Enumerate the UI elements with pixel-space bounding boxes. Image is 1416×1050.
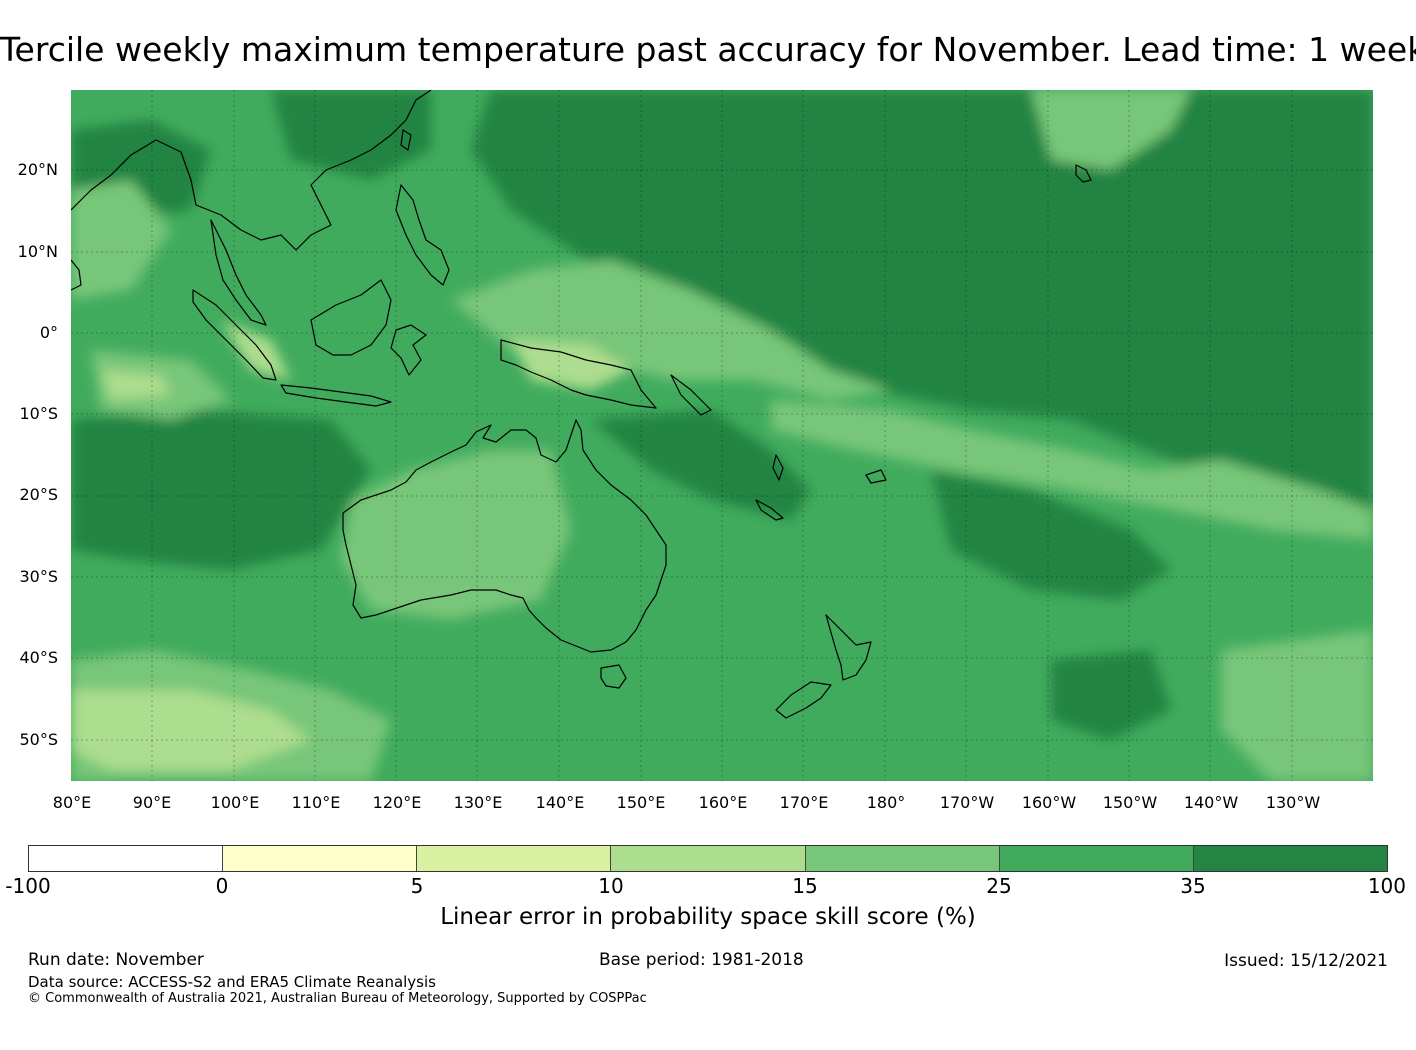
lon-tick-label: 150°E xyxy=(616,793,666,812)
colorbar-tick-label: 15 xyxy=(792,874,818,898)
low-skill-spot-indian xyxy=(101,370,171,400)
colorbar-tick-label: 10 xyxy=(598,874,624,898)
lat-tick-label: 0° xyxy=(39,323,58,342)
coastline-sumatra xyxy=(192,289,277,381)
colorbar-swatch xyxy=(29,846,224,871)
skill-field xyxy=(71,90,1373,781)
colorbar-swatch xyxy=(999,846,1194,871)
coastline-philippines xyxy=(395,184,450,286)
coastline-nz-south xyxy=(775,681,832,719)
coastline-vanuatu xyxy=(772,454,784,481)
lat-tick-label: 20°S xyxy=(19,485,58,504)
colorbar-tick-label: 0 xyxy=(215,874,229,898)
colorbar-tick-label: -100 xyxy=(5,874,51,898)
coastline-solomons xyxy=(670,374,712,416)
colorbar-tick-label: 100 xyxy=(1367,874,1406,898)
coastlines xyxy=(71,90,1092,719)
coastline-new-guinea xyxy=(500,339,657,409)
lat-tick-label: 30°S xyxy=(19,567,58,586)
high-skill-region-arabian xyxy=(271,90,431,180)
lon-tick-label: 100°E xyxy=(210,793,260,812)
graticule xyxy=(71,90,1373,781)
lon-tick-label: 130°E xyxy=(453,793,503,812)
lon-tick-label: 130°W xyxy=(1265,793,1321,812)
lon-tick-label: 150°W xyxy=(1102,793,1158,812)
high-skill-region-tasman xyxy=(931,470,1171,600)
coastline-australia xyxy=(342,419,667,653)
coastline-hawaii xyxy=(1075,164,1092,183)
high-skill-region-south-pacific xyxy=(1051,650,1171,740)
copyright-notice: © Commonwealth of Australia 2021, Austra… xyxy=(28,991,647,1006)
coastline-fiji xyxy=(865,469,887,484)
colorbar-tick-label: 35 xyxy=(1180,874,1206,898)
coastline-new-caledonia xyxy=(755,499,784,521)
lon-tick-label: 140°E xyxy=(535,793,585,812)
lon-tick-label: 140°W xyxy=(1183,793,1239,812)
lat-tick-label: 10°N xyxy=(17,242,58,261)
colorbar-swatch xyxy=(805,846,1000,871)
moderate-skill-band-equatorial xyxy=(451,260,891,400)
lon-tick-label: 180° xyxy=(866,793,906,812)
low-skill-spot-southwest xyxy=(71,690,311,770)
colorbar-swatch xyxy=(1193,846,1387,871)
data-source: Data source: ACCESS-S2 and ERA5 Climate … xyxy=(28,973,436,991)
lon-tick-label: 80°E xyxy=(52,793,92,812)
run-date: Run date: November xyxy=(28,950,204,970)
high-skill-region-central-pacific xyxy=(471,90,1373,520)
lat-tick-label: 10°S xyxy=(19,404,58,423)
lat-tick-label: 50°S xyxy=(19,730,58,749)
low-skill-spot-png xyxy=(511,340,631,390)
moderate-skill-region-indian-north xyxy=(71,180,171,300)
moderate-skill-region-sea-north xyxy=(1031,90,1191,170)
colorbar-tick-label: 5 xyxy=(410,874,424,898)
lat-tick-label: 40°S xyxy=(19,648,58,667)
lon-tick-label: 120°E xyxy=(372,793,422,812)
coastline-malay-peninsula xyxy=(210,219,267,326)
high-skill-region-indian-ocean-south xyxy=(71,410,371,570)
lon-tick-label: 160°E xyxy=(698,793,748,812)
colorbar-swatch xyxy=(417,846,612,871)
coastline-taiwan xyxy=(400,129,412,151)
high-skill-region-coral-sea xyxy=(591,410,811,520)
colorbar-tick-label: 25 xyxy=(986,874,1012,898)
lat-tick-label: 20°N xyxy=(17,160,58,179)
low-skill-spot-sumatra xyxy=(221,320,291,380)
coastline-se-asia xyxy=(71,90,432,251)
map-title: Tercile weekly maximum temperature past … xyxy=(0,30,1416,69)
coastline-tasmania xyxy=(600,664,627,689)
skill-map[interactable] xyxy=(71,90,1373,781)
lon-tick-label: 160°W xyxy=(1021,793,1077,812)
lon-tick-label: 90°E xyxy=(132,793,172,812)
coastline-sulawesi xyxy=(390,324,427,376)
colorbar xyxy=(28,845,1388,872)
colorbar-title: Linear error in probability space skill … xyxy=(440,904,976,930)
colorbar-swatch xyxy=(611,846,806,871)
lon-tick-label: 110°E xyxy=(291,793,341,812)
coastline-nz-north xyxy=(825,614,872,681)
lon-tick-label: 170°E xyxy=(779,793,829,812)
lon-tick-label: 170°W xyxy=(939,793,995,812)
issued-date: Issued: 15/12/2021 xyxy=(1224,951,1388,971)
coastline-india xyxy=(71,259,82,291)
base-period: Base period: 1981-2018 xyxy=(599,950,804,970)
moderate-skill-region-southeast xyxy=(1221,630,1373,781)
coastline-java xyxy=(280,384,392,407)
coastline-borneo xyxy=(310,279,392,356)
moderate-skill-band-spcz xyxy=(771,400,1373,540)
moderate-skill-region-western-australia xyxy=(341,450,571,620)
colorbar-swatch xyxy=(223,846,418,871)
